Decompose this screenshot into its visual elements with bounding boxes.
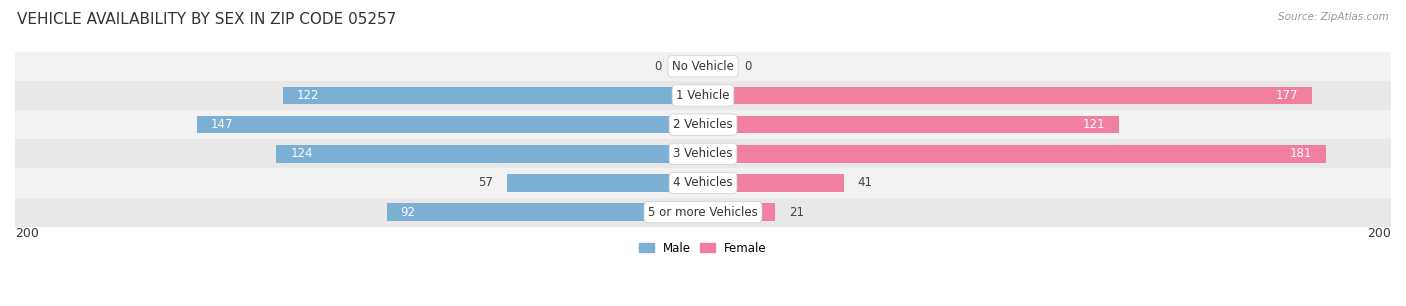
Text: VEHICLE AVAILABILITY BY SEX IN ZIP CODE 05257: VEHICLE AVAILABILITY BY SEX IN ZIP CODE … [17, 12, 396, 27]
Text: 200: 200 [15, 227, 39, 240]
Text: No Vehicle: No Vehicle [672, 60, 734, 73]
Text: 5 or more Vehicles: 5 or more Vehicles [648, 206, 758, 218]
Bar [703, 203, 775, 221]
Text: 121: 121 [1083, 118, 1105, 131]
Legend: Male, Female: Male, Female [634, 237, 772, 259]
Text: Source: ZipAtlas.com: Source: ZipAtlas.com [1278, 12, 1389, 22]
Bar [277, 145, 703, 162]
Text: 41: 41 [858, 177, 873, 189]
Text: 124: 124 [290, 147, 312, 160]
Bar [703, 87, 1312, 104]
Text: 1 Vehicle: 1 Vehicle [676, 89, 730, 102]
Text: 92: 92 [401, 206, 415, 218]
Bar [703, 116, 1119, 133]
Text: 3 Vehicles: 3 Vehicles [673, 147, 733, 160]
Text: 57: 57 [478, 177, 494, 189]
Text: 181: 181 [1289, 147, 1312, 160]
Text: 0: 0 [744, 60, 752, 73]
Text: 200: 200 [1367, 227, 1391, 240]
Text: 4 Vehicles: 4 Vehicles [673, 177, 733, 189]
Text: 122: 122 [297, 89, 319, 102]
Bar [15, 198, 1391, 227]
Bar [284, 87, 703, 104]
Bar [703, 174, 844, 192]
Bar [197, 116, 703, 133]
Bar [15, 81, 1391, 110]
Text: 21: 21 [789, 206, 804, 218]
Bar [15, 168, 1391, 198]
Bar [15, 139, 1391, 168]
Text: 177: 177 [1275, 89, 1298, 102]
Text: 2 Vehicles: 2 Vehicles [673, 118, 733, 131]
Bar [703, 145, 1326, 162]
Bar [15, 52, 1391, 81]
Text: 0: 0 [654, 60, 662, 73]
Bar [387, 203, 703, 221]
Bar [508, 174, 703, 192]
Bar [703, 58, 731, 75]
Bar [15, 110, 1391, 139]
Bar [675, 58, 703, 75]
Text: 147: 147 [211, 118, 233, 131]
